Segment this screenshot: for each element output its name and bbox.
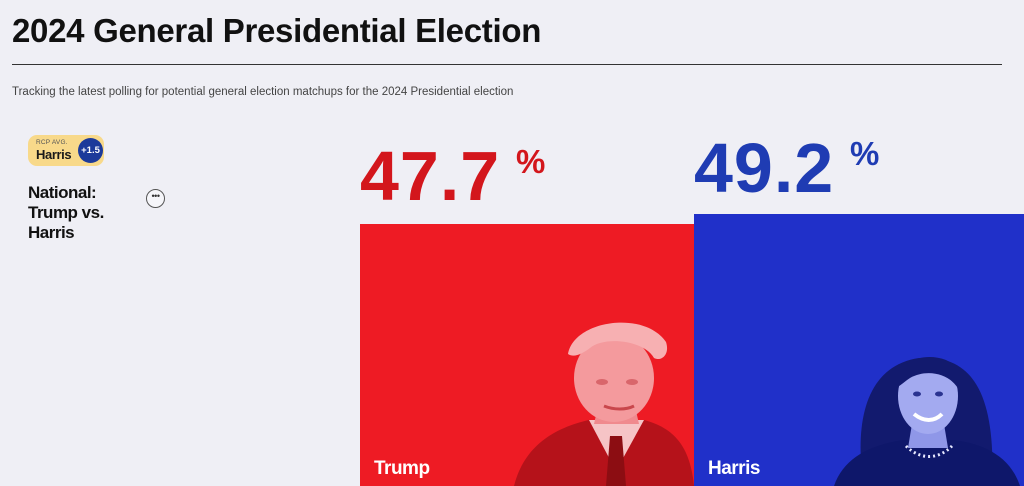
candidate-portrait-icon (514, 322, 694, 486)
trump-percentage-sign: % (516, 143, 547, 180)
candidate-portrait-icon (834, 357, 1020, 486)
harris-percentage: 49.2 % (694, 133, 879, 203)
trump-name-label: Trump (374, 458, 430, 479)
page-title: 2024 General Presidential Election (12, 12, 542, 49)
race-name[interactable]: National: Trump vs. Harris (28, 183, 104, 242)
more-options-button[interactable]: ••• (146, 189, 165, 208)
rcp-average-badge: RCP AVG. Harris +1.5 (28, 135, 104, 166)
harris-percentage-sign: % (850, 135, 881, 172)
harris-percentage-value: 49.2 (694, 129, 835, 207)
trump-percentage-value: 47.7 (360, 137, 501, 215)
harris-bar[interactable]: Harris (694, 214, 1024, 486)
rcp-average-leader: Harris (36, 147, 72, 162)
harris-name-label: Harris (708, 458, 760, 479)
rcp-average-margin: +1.5 (78, 138, 103, 163)
trump-bar[interactable]: Trump (360, 224, 694, 486)
trump-percentage: 47.7 % (360, 141, 545, 211)
page-subtitle: Tracking the latest polling for potentia… (12, 86, 514, 98)
title-divider (12, 64, 1002, 65)
ellipsis-icon: ••• (151, 191, 160, 201)
rcp-average-label: RCP AVG. (36, 139, 68, 146)
